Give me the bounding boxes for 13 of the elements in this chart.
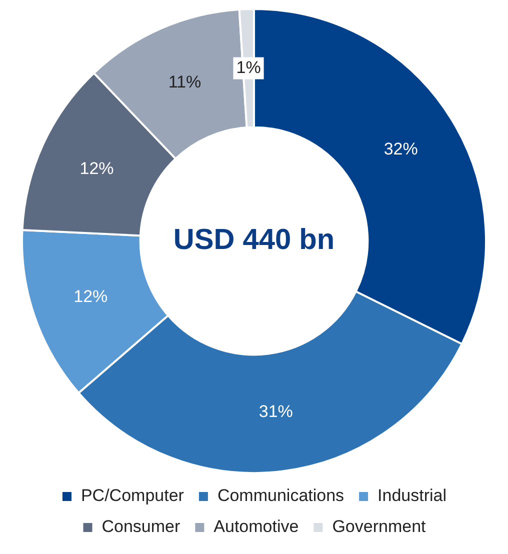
data-label: 31% xyxy=(258,402,293,422)
legend-label: Automotive xyxy=(214,517,299,536)
data-label: 11% xyxy=(168,72,202,92)
legend-label: Consumer xyxy=(102,517,181,536)
data-label: 32% xyxy=(384,140,418,159)
data-label: 12% xyxy=(74,287,108,306)
data-label: 1% xyxy=(236,58,261,77)
legend-label: Communications xyxy=(217,486,344,506)
data-label: 12% xyxy=(80,158,114,178)
text: USD 440 bn xyxy=(173,224,335,256)
legend-label: PC/Computer xyxy=(80,486,184,506)
legend-label: Government xyxy=(332,517,426,536)
legend-label: Industrial xyxy=(378,486,447,506)
